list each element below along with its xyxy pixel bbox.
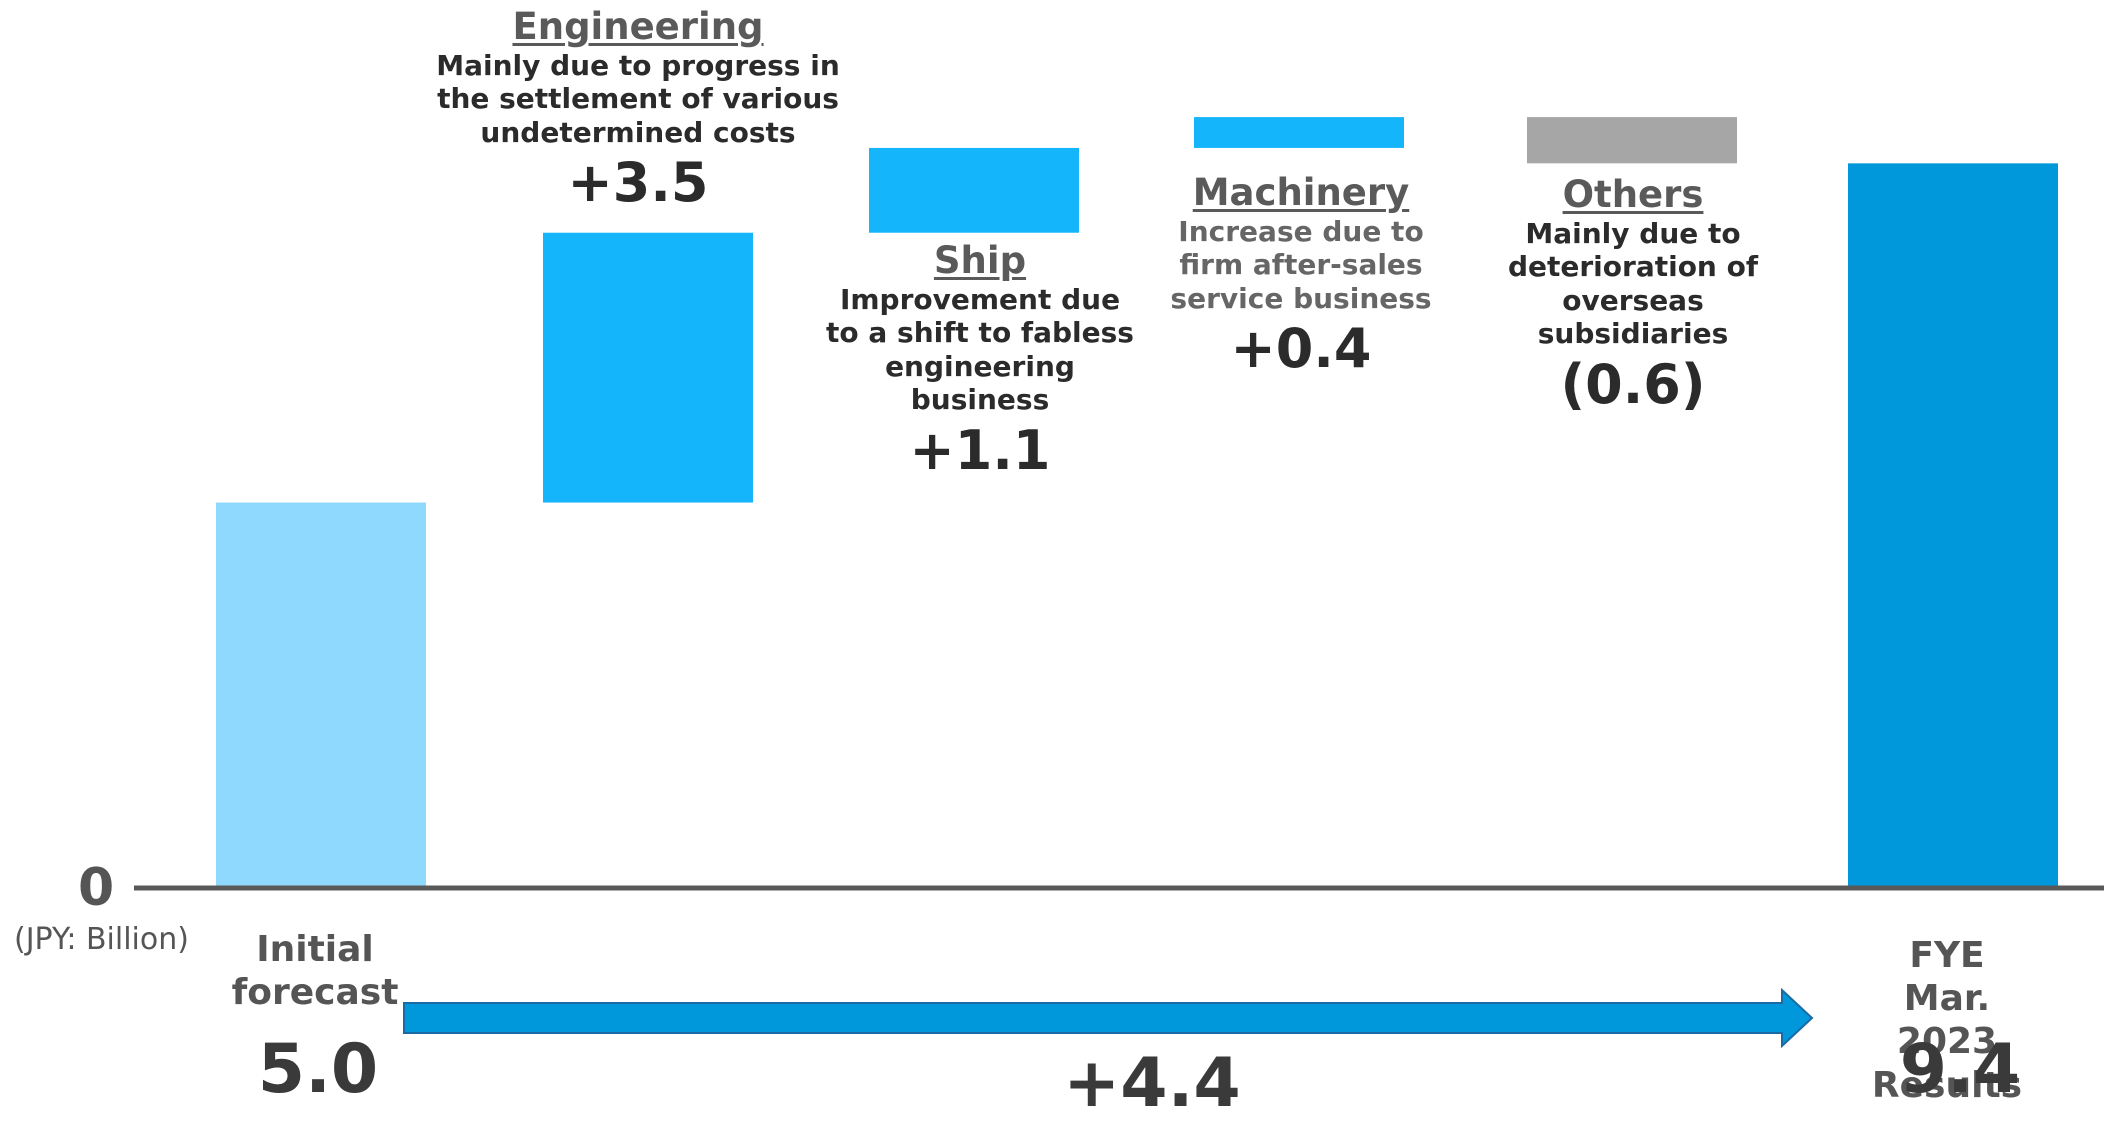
bar-fye-results: [1848, 163, 2058, 888]
bar-machinery: [1194, 117, 1404, 148]
bar-ship: [869, 147, 1079, 233]
machinery-label: Machinery Increase due to firm after-sal…: [1170, 171, 1432, 383]
zero-tick-label: 0: [78, 858, 115, 918]
bar-others: [1527, 117, 1737, 164]
ship-title: Ship: [933, 239, 1027, 282]
end-category-label: FYE Mar. 2023 Results: [1871, 935, 2023, 1106]
engineering-value: +3.5: [567, 151, 709, 215]
machinery-title: Machinery: [1192, 171, 1410, 214]
start-category-label: Initial forecast: [231, 929, 399, 1014]
machinery-value: +0.4: [1230, 317, 1372, 381]
end-value-label: 9.4: [1899, 1030, 2021, 1109]
ship-label: Ship Improvement due to a shift to fable…: [826, 239, 1134, 484]
others-value: (0.6): [1560, 352, 1706, 416]
start-value-label: 5.0: [257, 1030, 379, 1109]
change-value-label: +4.4: [1063, 1044, 1241, 1123]
engineering-note: Mainly due to progress in the settlement…: [436, 48, 840, 149]
unit-label: (JPY: Billion): [14, 922, 189, 957]
bar-engineering: [543, 232, 753, 503]
engineering-label: Engineering Mainly due to progress in th…: [436, 5, 840, 217]
engineering-title: Engineering: [512, 5, 764, 48]
change-arrow: [403, 987, 1814, 1049]
change-arrow-shape: [403, 987, 1814, 1049]
machinery-note: Increase due to firm after-sales service…: [1170, 214, 1432, 315]
others-label: Others Mainly due to deterioration of ov…: [1507, 173, 1759, 418]
others-title: Others: [1562, 173, 1704, 216]
others-note: Mainly due to deterioration of overseas …: [1507, 216, 1759, 351]
bars-group: [216, 117, 2058, 888]
bar-initial-forecast: [216, 502, 426, 888]
ship-value: +1.1: [909, 418, 1051, 482]
ship-note: Improvement due to a shift to fabless en…: [826, 282, 1134, 417]
